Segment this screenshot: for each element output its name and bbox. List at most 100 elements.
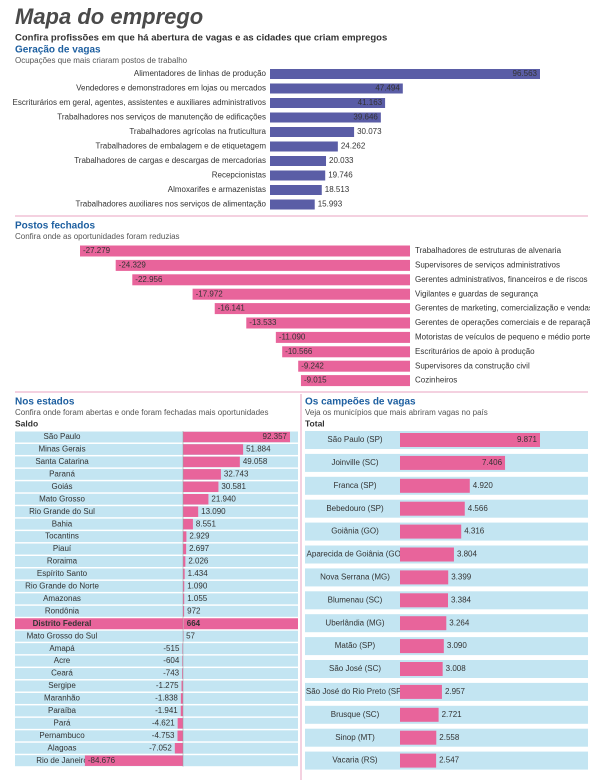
bar: [183, 618, 184, 629]
row-band: [15, 443, 298, 455]
category-label: São Paulo (SP): [327, 435, 382, 444]
category-label: Mato Grosso: [39, 494, 85, 503]
row-band: [15, 568, 298, 580]
bar: [177, 718, 183, 729]
row-band: [15, 481, 298, 493]
bar: [400, 501, 465, 516]
value-label: 19.746: [328, 171, 353, 180]
category-label: Ceará: [51, 669, 73, 678]
row-band: [15, 705, 298, 717]
category-label: Goiás: [52, 482, 73, 491]
section-title: Postos fechados: [15, 221, 95, 232]
value-label: -743: [163, 669, 180, 678]
axis-label: Saldo: [15, 418, 38, 428]
category-label: Acre: [54, 656, 71, 665]
category-label: Escriturários em geral, agentes, assiste…: [13, 98, 266, 107]
category-label: Escriturários de apoio à produção: [415, 347, 535, 356]
row-band: [15, 506, 298, 518]
category-label: Supervisores da construção civil: [415, 361, 530, 370]
row-band: [305, 614, 588, 633]
value-label: -24.329: [119, 261, 147, 270]
value-label: 2.957: [445, 687, 466, 696]
value-label: 8.551: [196, 519, 217, 528]
category-label: Trabalhadores de embalagem e de etiqueta…: [96, 142, 267, 151]
category-label: Trabalhadores de estruturas de alvenaria: [415, 246, 562, 255]
category-label: Cozinheiros: [415, 376, 457, 385]
row-band: [15, 692, 298, 704]
category-label: Supervisores de serviços administrativos: [415, 261, 560, 270]
bar: [181, 680, 183, 692]
bar: [270, 156, 327, 166]
category-label: Gerentes de marketing, comercialização e…: [415, 304, 590, 313]
row-band: [305, 751, 588, 770]
value-label: 51.884: [246, 445, 271, 454]
category-label: Maranhão: [44, 694, 81, 703]
bar: [400, 478, 470, 493]
value-label: 1.055: [187, 594, 208, 603]
value-label: 13.090: [201, 507, 226, 516]
category-label: Almoxarifes e armazenistas: [168, 185, 266, 194]
value-label: 3.384: [451, 595, 472, 604]
value-label: 3.399: [451, 573, 472, 582]
bar: [400, 707, 439, 722]
row-band: [15, 680, 298, 692]
value-label: 15.993: [318, 200, 343, 209]
category-label: Goiânia (GO): [331, 527, 379, 536]
value-label: 30.073: [357, 127, 382, 136]
value-label: -604: [163, 656, 180, 665]
row-band: [15, 518, 298, 530]
bar: [400, 616, 447, 631]
row-band: [15, 493, 298, 505]
value-label: 96.563: [513, 69, 538, 78]
category-label: Gerentes de operações comerciais e de re…: [415, 318, 590, 327]
category-label: Vigilantes e guardas de segurança: [415, 289, 539, 298]
category-label: Vacaria (RS): [332, 756, 378, 765]
value-label: 1.434: [188, 569, 209, 578]
bar: [183, 581, 185, 592]
category-label: Espírito Santo: [37, 569, 88, 578]
bar: [182, 643, 183, 654]
value-label: 30.581: [221, 482, 246, 491]
row-band: [15, 431, 298, 443]
bar: [400, 593, 448, 608]
row-band: [305, 660, 588, 678]
bar: [400, 547, 454, 562]
category-label: Tocantins: [45, 532, 79, 541]
bar: [84, 755, 183, 766]
page-subtitle: Confira profissões em que há abertura de…: [15, 33, 387, 44]
row-band: [15, 531, 298, 543]
category-label: Paraíba: [48, 706, 77, 715]
value-label: 664: [187, 619, 201, 628]
value-label: -16.141: [218, 304, 246, 313]
value-label: 2.929: [189, 532, 210, 541]
category-label: Recepcionistas: [212, 171, 266, 180]
bar: [270, 127, 355, 137]
category-label: Piauí: [53, 544, 72, 553]
category-label: São José do Rio Preto (SP): [306, 687, 405, 696]
bar: [80, 245, 410, 257]
section-title: Os campeões de vagas: [305, 397, 416, 408]
value-label: -84.676: [88, 756, 116, 765]
category-label: Vendedores e demonstradores em lojas ou …: [76, 84, 266, 93]
value-label: 4.566: [468, 504, 489, 513]
bar: [270, 141, 338, 152]
row-band: [15, 456, 298, 468]
bar: [183, 494, 209, 505]
value-label: 24.262: [341, 142, 366, 151]
category-label: Pará: [54, 718, 71, 727]
category-label: Santa Catarina: [35, 457, 89, 466]
category-label: Rio Grande do Norte: [25, 582, 99, 591]
row-band: [15, 668, 298, 680]
category-label: Mato Grosso do Sul: [27, 631, 98, 640]
value-label: -4.621: [152, 718, 175, 727]
row-band: [15, 717, 298, 729]
value-label: -11.090: [279, 333, 306, 342]
category-label: Sinop (MT): [335, 733, 375, 742]
section-subtitle: Confira onde foram abertas e onde foram …: [15, 408, 268, 417]
value-label: 1.090: [187, 582, 208, 591]
bar: [270, 112, 381, 123]
bar: [400, 639, 444, 654]
bar: [183, 444, 244, 455]
bar: [270, 185, 322, 195]
section-title: Geração de vagas: [15, 45, 101, 56]
